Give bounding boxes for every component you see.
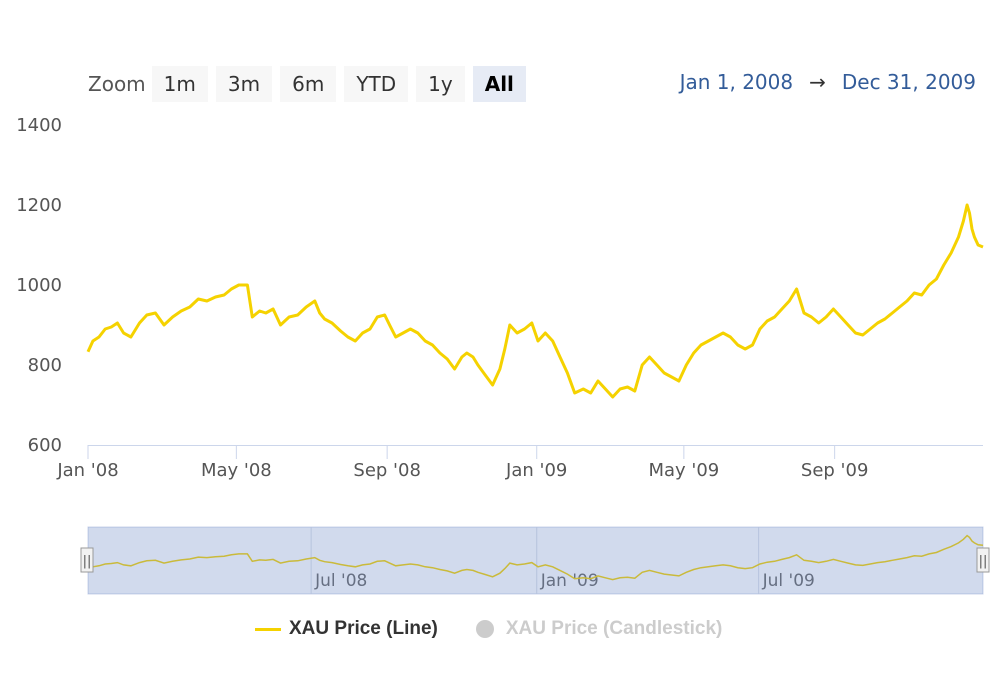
navigator-frame xyxy=(87,526,984,595)
legend: XAU Price (Line) XAU Price (Candlestick) xyxy=(255,618,760,640)
left-handle-grip-icon: || xyxy=(83,554,92,569)
navigator-content: Jul '08 Jan '09 Jul '09 xyxy=(87,527,984,594)
x-tick-label: Jan '08 xyxy=(56,460,118,481)
y-tick-label: 600 xyxy=(28,435,62,456)
line-series-swatch-icon xyxy=(255,627,281,631)
navigator-label: Jul '09 xyxy=(762,571,815,591)
x-tick-label: May '09 xyxy=(648,460,719,481)
zoom-6m-button[interactable]: 6m xyxy=(280,66,337,102)
zoom-3m-button[interactable]: 3m xyxy=(215,66,273,102)
y-tick-label: 1400 xyxy=(16,115,62,136)
x-tick-label: May '08 xyxy=(201,460,272,481)
zoom-1m-button[interactable]: 1m xyxy=(151,66,208,102)
zoom-label: Zoom xyxy=(88,72,146,96)
y-tick-label: 1200 xyxy=(16,195,62,216)
zoom-toolbar: Zoom 1m 3m 6m YTD 1y All xyxy=(88,66,534,102)
legend-item-candlestick[interactable]: XAU Price (Candlestick) xyxy=(475,618,723,640)
zoom-ytd-button[interactable]: YTD xyxy=(344,66,409,102)
zoom-1y-button[interactable]: 1y xyxy=(416,66,465,102)
price-series-line xyxy=(86,203,984,399)
navigator-label: Jan '09 xyxy=(540,571,599,591)
x-tick-label: Sep '08 xyxy=(353,460,421,481)
candlestick-series-swatch-icon xyxy=(475,620,494,638)
navigator-left-handle[interactable]: || xyxy=(80,547,94,573)
zoom-all-button[interactable]: All xyxy=(472,66,526,102)
x-tick-label: Sep '09 xyxy=(801,460,869,481)
navigator-label: Jul '08 xyxy=(314,571,367,591)
right-handle-grip-icon: || xyxy=(979,554,988,569)
y-tick-label: 800 xyxy=(28,355,62,376)
date-range: Jan 1, 2008 → Dec 31, 2009 xyxy=(680,70,976,94)
y-tick-label: 1000 xyxy=(16,275,62,296)
range-arrow: → xyxy=(809,70,826,94)
navigator-selection-mask[interactable] xyxy=(88,527,983,594)
legend-item-line[interactable]: XAU Price (Line) xyxy=(255,618,438,640)
legend-label-candlestick: XAU Price (Candlestick) xyxy=(505,618,723,639)
main-plot: 600 800 1000 1200 1400 Jan '08 May '08 Sep '08 J… xyxy=(16,115,984,481)
navigator-series-line xyxy=(87,534,984,581)
navigator-right-handle[interactable]: || xyxy=(976,547,990,573)
x-tick-label: Jan '09 xyxy=(505,460,567,481)
range-to-input[interactable]: Dec 31, 2009 xyxy=(841,70,976,94)
legend-label-line: XAU Price (Line) xyxy=(289,618,438,639)
range-from-input[interactable]: Jan 1, 2008 xyxy=(679,70,794,94)
navigator[interactable]: Jul '08 Jan '09 Jul '09 || || xyxy=(80,526,990,595)
